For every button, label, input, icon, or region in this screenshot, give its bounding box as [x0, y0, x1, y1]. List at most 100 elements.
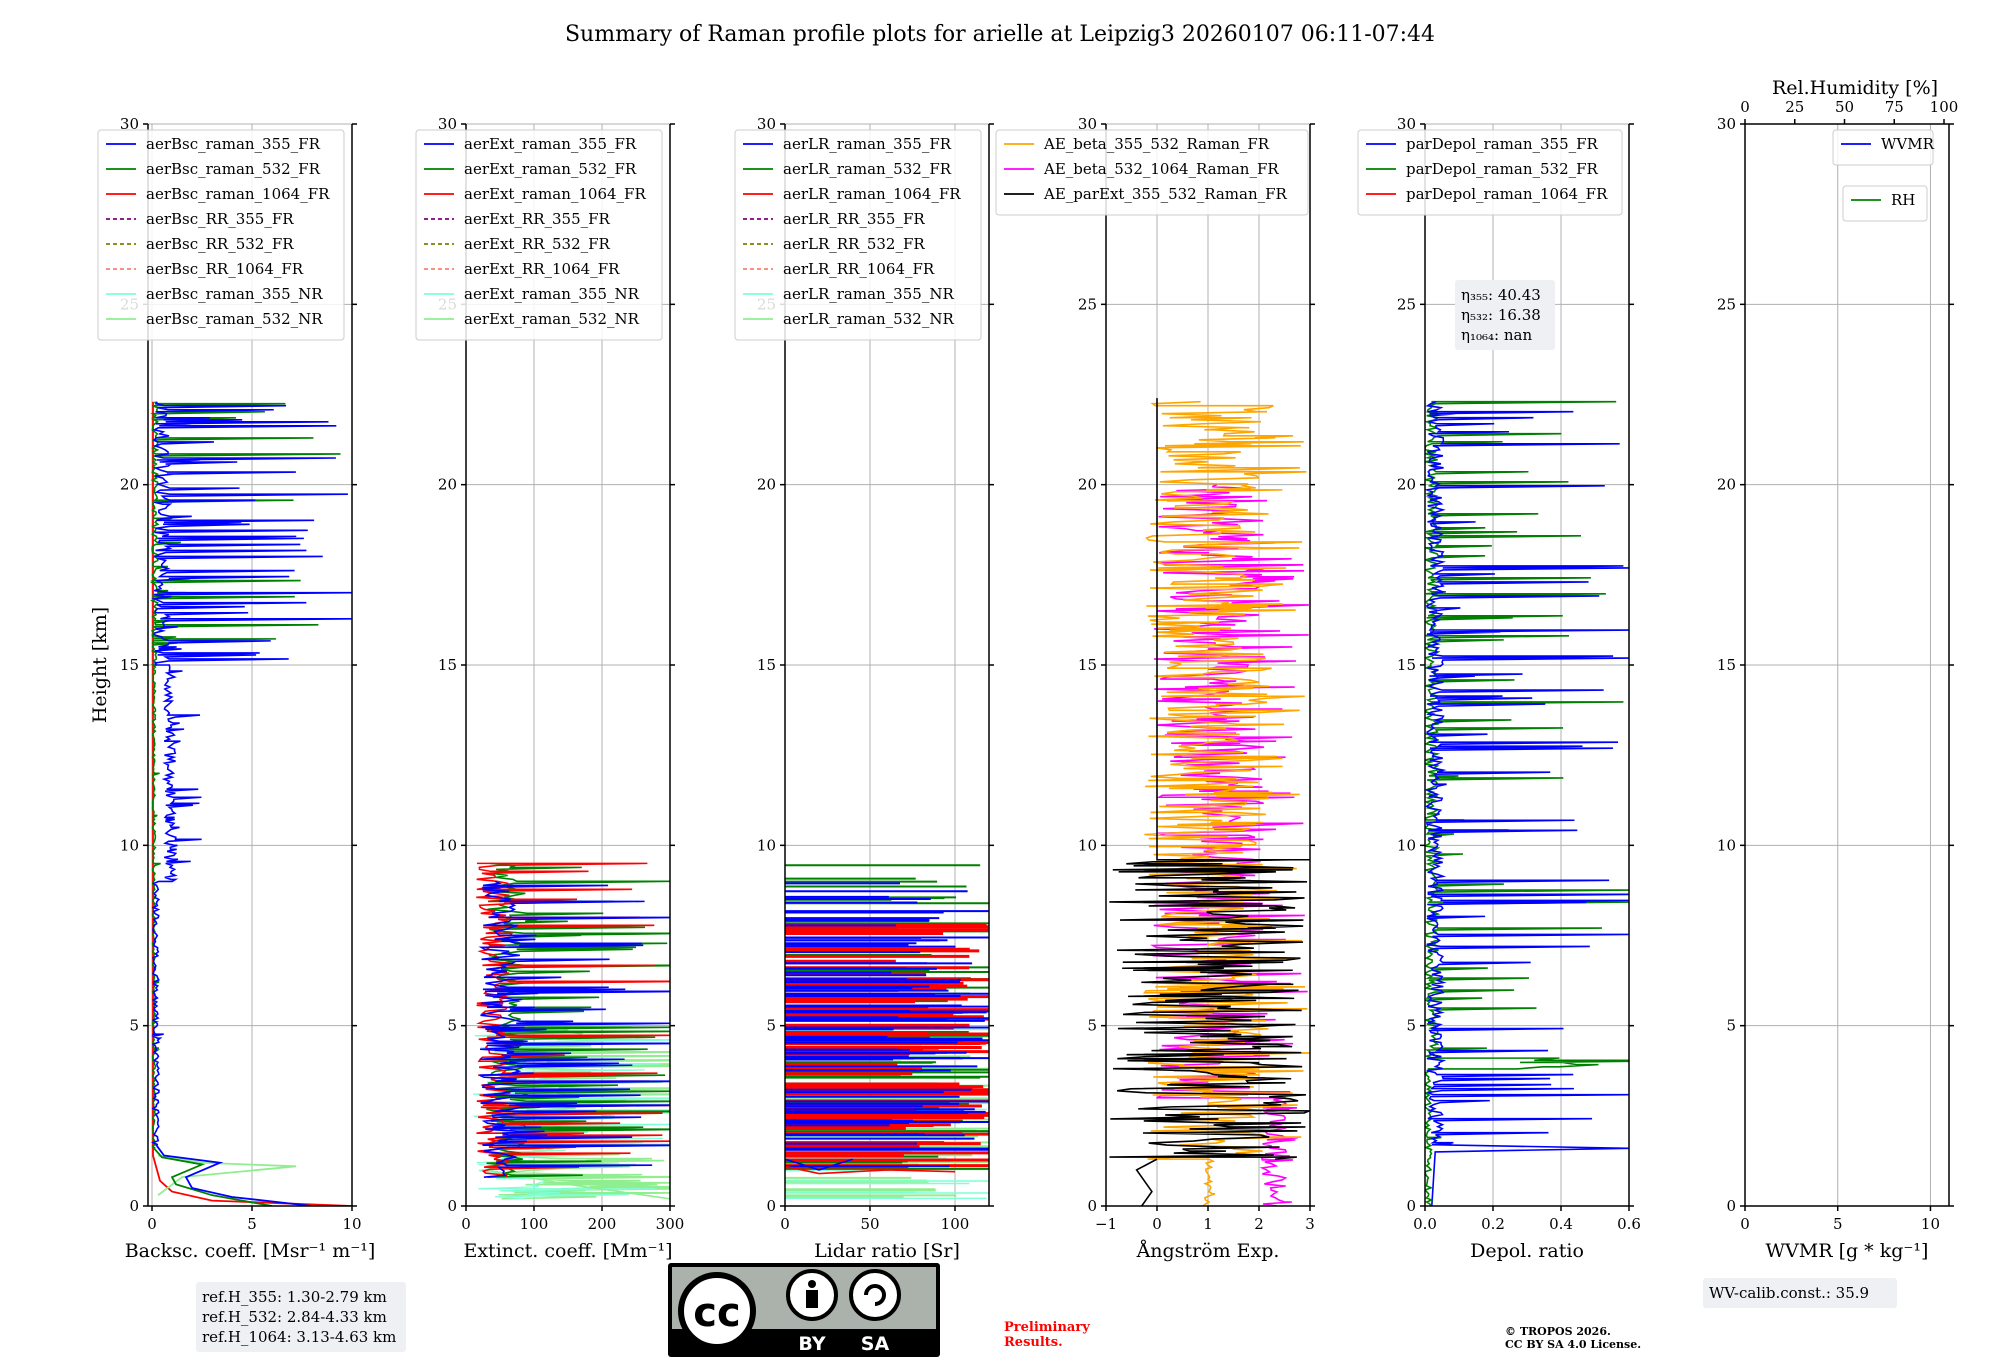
x-tick-label: 0 [1740, 1215, 1750, 1233]
legend-entry: WVMR [1881, 135, 1935, 153]
y-axis-label: Height [km] [89, 607, 111, 723]
annotation-box [1703, 1278, 1897, 1308]
series-line [1425, 400, 1629, 1146]
x-tick-label: 0.4 [1549, 1215, 1573, 1233]
y-tick-label: 5 [129, 1017, 139, 1035]
x-tick-label: 100 [941, 1215, 970, 1233]
annotation-line: η₅₃₂: 16.38 [1461, 306, 1541, 324]
series-line [157, 1154, 297, 1196]
y-tick-label: 0 [1726, 1197, 1736, 1215]
legend-entry: aerBsc_RR_532_FR [146, 235, 294, 253]
y-tick-label: 0 [1087, 1197, 1097, 1215]
y-tick-label: 15 [1078, 656, 1097, 674]
x-axis-label: Ångström Exp. [1136, 1240, 1280, 1262]
y-tick-label: 20 [120, 476, 139, 494]
by-icon-body [806, 1290, 818, 1308]
panel-2: 0510152025300100200300Extinct. coeff. [M… [415, 115, 684, 1262]
legend-entry: aerExt_raman_532_FR [464, 160, 637, 178]
wv-calib-box: WV-calib.const.: 35.9 [1703, 1278, 1897, 1308]
legend-rh: RH [1842, 185, 1928, 222]
x-axis-label: WVMR [g * kg⁻¹] [1766, 1240, 1929, 1262]
y-tick-label: 5 [766, 1017, 776, 1035]
y-tick-label: 5 [1726, 1017, 1736, 1035]
y-tick-label: 10 [757, 836, 776, 854]
series-line [152, 401, 352, 1206]
x-tick-label: −1 [1095, 1215, 1117, 1233]
y-tick-label: 5 [1087, 1017, 1097, 1035]
legend-entry: parDepol_raman_532_FR [1406, 160, 1599, 178]
y-tick-label: 20 [1717, 476, 1736, 494]
annotation-box [1455, 280, 1555, 350]
cc-license-badge: cc BY SA [668, 1263, 940, 1357]
y-tick-label: 5 [1406, 1017, 1416, 1035]
y-tick-label: 20 [757, 476, 776, 494]
legend: aerExt_raman_355_FR aerExt_raman_532_FRae… [415, 129, 663, 341]
x-axis-label: Extinct. coeff. [Mm⁻¹] [463, 1240, 672, 1262]
legend-entry: aerLR_RR_355_FR [783, 210, 925, 228]
annotation-line: ref.H_1064: 3.13-4.63 km [202, 1328, 396, 1346]
y-tick-label: 5 [447, 1017, 457, 1035]
y-tick-label: 15 [757, 656, 776, 674]
cc-icon-text: cc [693, 1290, 740, 1336]
legend-entry: aerBsc_RR_355_FR [146, 210, 294, 228]
legend-entry: aerBsc_raman_532_NR [146, 310, 323, 328]
preliminary-note: Preliminary [1004, 1320, 1090, 1335]
x-tick-label: 0.2 [1481, 1215, 1505, 1233]
series-line [1156, 398, 1310, 861]
x-axis-label: Depol. ratio [1470, 1240, 1584, 1262]
legend-entry: RH [1891, 191, 1915, 209]
legend-box [97, 129, 345, 341]
series-line [155, 1144, 313, 1206]
annotation-box [196, 1282, 406, 1352]
top-x-tick-label: 50 [1835, 98, 1854, 116]
annotation-line: WV-calib.const.: 35.9 [1709, 1284, 1869, 1302]
reference-heights-box: ref.H_355: 1.30-2.79 km ref.H_532: 2.84-4… [196, 1282, 406, 1352]
x-tick-label: 50 [860, 1215, 879, 1233]
y-tick-label: 10 [1717, 836, 1736, 854]
x-tick-label: 1 [1203, 1215, 1213, 1233]
data-layer [472, 862, 670, 1200]
legend-entry: parDepol_raman_355_FR [1406, 135, 1599, 153]
y-tick-label: 25 [1397, 295, 1416, 313]
legend-entry: aerBsc_raman_532_FR [146, 160, 321, 178]
x-tick-label: 10 [342, 1215, 361, 1233]
x-tick-label: 10 [1921, 1215, 1940, 1233]
panel-5: 0 5 10 15 20 25 30 0.0 0.2 0.4 0.6 Depol. ratio parD… [1357, 115, 1641, 1262]
legend-box [415, 129, 663, 341]
by-icon-head [808, 1280, 816, 1288]
y-tick-label: 10 [120, 836, 139, 854]
x-tick-label: 2 [1254, 1215, 1264, 1233]
copyright-note: CC BY SA 4.0 License. [1505, 1338, 1641, 1351]
x-tick-label: 100 [520, 1215, 549, 1233]
series-line [785, 1165, 956, 1175]
y-tick-label: 30 [1397, 115, 1416, 133]
series-line [1142, 400, 1310, 1206]
depol-eta-box: η₃₅₅: 40.43 η₅₃₂: 16.38 η₁₀₆₄: nan [1455, 280, 1555, 350]
series-line [478, 880, 670, 1178]
x-tick-label: 5 [247, 1215, 257, 1233]
legend-entry: AE_beta_355_532_Raman_FR [1043, 135, 1270, 153]
sa-icon-arrow [864, 1284, 886, 1306]
series-line [150, 401, 352, 1146]
y-tick-label: 25 [1078, 295, 1097, 313]
legend-entry: aerLR_raman_355_NR [783, 285, 954, 303]
y-tick-label: 20 [1078, 476, 1097, 494]
y-tick-label: 30 [438, 115, 457, 133]
copyright-note: © TROPOS 2026. [1505, 1325, 1611, 1338]
legend-entry: aerBsc_raman_1064_FR [146, 185, 330, 203]
y-tick-label: 30 [757, 115, 776, 133]
legend-entry: aerLR_RR_532_FR [783, 235, 925, 253]
legend-box [1357, 129, 1623, 216]
legend-entry: aerLR_RR_1064_FR [783, 260, 935, 278]
legend-entry: aerExt_RR_355_FR [464, 210, 611, 228]
series-line [1431, 1143, 1629, 1206]
legend-entry: aerLR_raman_1064_FR [783, 185, 961, 203]
legend-entry: parDepol_raman_1064_FR [1406, 185, 1608, 203]
y-tick-label: 10 [438, 836, 457, 854]
legend-entry: aerBsc_raman_355_NR [146, 285, 323, 303]
legend-entry: aerExt_raman_355_NR [464, 285, 640, 303]
y-tick-label: 10 [1078, 836, 1097, 854]
y-tick-label: 0 [766, 1197, 776, 1215]
x-tick-label: 0 [1152, 1215, 1162, 1233]
